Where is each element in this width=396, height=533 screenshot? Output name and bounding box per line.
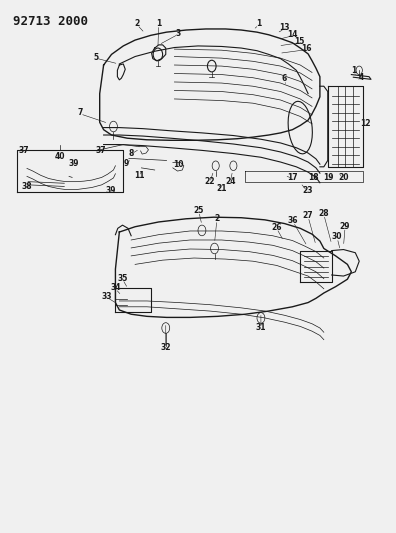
Text: 26: 26: [271, 223, 282, 232]
Text: 18: 18: [308, 173, 319, 182]
Text: 2: 2: [134, 19, 140, 28]
Text: 39: 39: [69, 159, 79, 168]
Text: 10: 10: [173, 160, 184, 169]
Text: 1: 1: [156, 19, 161, 28]
Text: 37: 37: [19, 147, 30, 156]
Text: 25: 25: [194, 206, 204, 215]
Text: 20: 20: [338, 173, 349, 182]
Text: 15: 15: [294, 37, 305, 46]
Text: 8: 8: [128, 149, 134, 158]
Text: 40: 40: [54, 152, 65, 161]
Text: 23: 23: [302, 185, 312, 195]
Text: 11: 11: [134, 171, 144, 180]
Text: 28: 28: [318, 209, 329, 218]
Text: 32: 32: [160, 343, 171, 352]
Text: 29: 29: [340, 222, 350, 231]
Text: 19: 19: [323, 173, 334, 182]
Text: 13: 13: [279, 23, 290, 33]
Text: 21: 21: [216, 183, 227, 192]
Text: 33: 33: [101, 292, 112, 301]
Text: 39: 39: [105, 186, 116, 195]
Text: 4: 4: [358, 73, 364, 82]
Text: 9: 9: [124, 159, 129, 168]
Text: 34: 34: [110, 283, 121, 292]
Text: 16: 16: [301, 44, 312, 53]
Text: 7: 7: [77, 108, 83, 117]
Text: 1: 1: [256, 19, 262, 28]
Text: 92713 2000: 92713 2000: [13, 14, 88, 28]
Text: 31: 31: [256, 323, 266, 332]
Text: 38: 38: [22, 182, 32, 191]
Text: 17: 17: [287, 173, 298, 182]
Text: 2: 2: [214, 214, 219, 223]
Text: 36: 36: [288, 216, 299, 225]
Text: 22: 22: [205, 177, 215, 186]
Text: 12: 12: [360, 119, 370, 128]
Text: 35: 35: [117, 273, 128, 282]
Text: 14: 14: [287, 30, 298, 39]
Text: 5: 5: [93, 53, 98, 62]
Text: 30: 30: [332, 232, 343, 241]
Text: 1: 1: [351, 66, 356, 75]
Text: 3: 3: [176, 29, 181, 38]
Text: 27: 27: [303, 211, 313, 220]
Text: 37: 37: [95, 147, 106, 156]
Text: 24: 24: [225, 177, 236, 186]
Text: 6: 6: [282, 74, 287, 83]
